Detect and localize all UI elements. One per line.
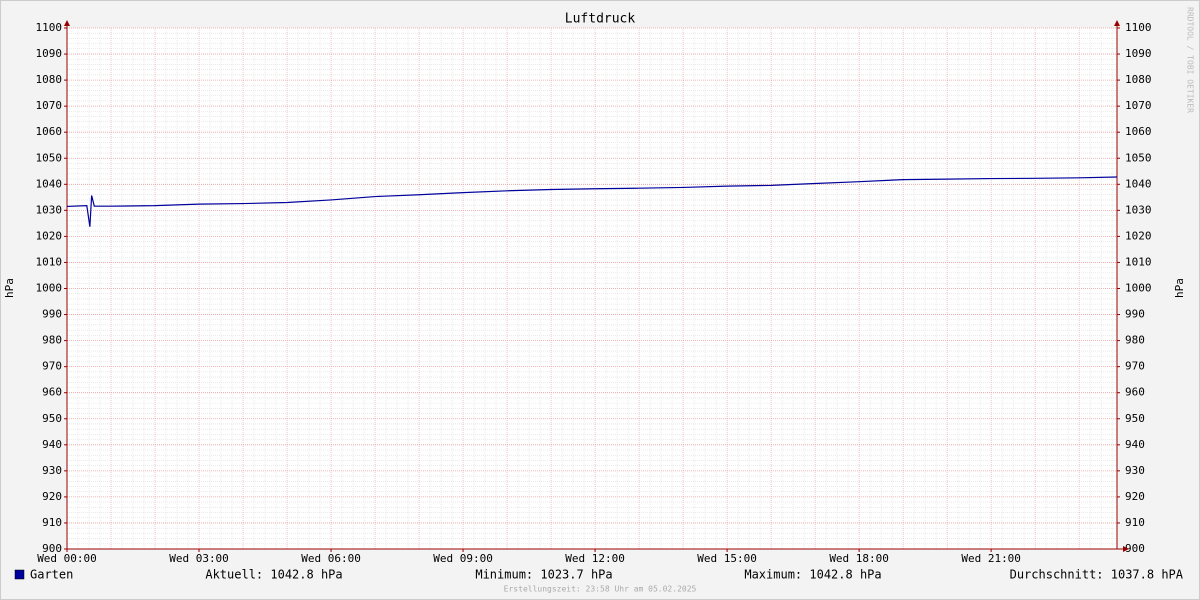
y-tick-label: 1000 (36, 282, 63, 295)
watermark: RRDTOOL / TOBI OETIKER (1186, 7, 1195, 113)
grid (66, 27, 1117, 550)
y2-tick-label: 1050 (1125, 151, 1152, 164)
y2-tick-label: 940 (1125, 438, 1145, 451)
y2-tick-label: 960 (1125, 386, 1145, 399)
x-tick-label: Wed 12:00 (565, 552, 625, 565)
x-tick-label: Wed 09:00 (433, 552, 493, 565)
y2-tick-label: 1040 (1125, 177, 1152, 190)
y-tick-label: 1070 (36, 99, 63, 112)
y-tick-label: 1100 (36, 21, 63, 34)
y-axis-label: hPa (3, 278, 16, 298)
y2-tick-label: 920 (1125, 490, 1145, 503)
y-tick-label: 1030 (36, 203, 63, 216)
y2-tick-label: 1090 (1125, 47, 1152, 60)
y2-tick-label: 1060 (1125, 125, 1152, 138)
legend-label: Garten (30, 568, 73, 582)
y-tick-label: 910 (42, 516, 62, 529)
stat: Aktuell: 1042.8 hPa (205, 568, 342, 582)
x-tick-label: Wed 06:00 (301, 552, 361, 565)
y2-tick-label: 1010 (1125, 255, 1152, 268)
y2-tick-label: 1080 (1125, 73, 1152, 86)
y2-tick-label: 930 (1125, 464, 1145, 477)
y-tick-label: 990 (42, 308, 62, 321)
x-tick-label: Wed 03:00 (169, 552, 229, 565)
y-tick-label: 980 (42, 334, 62, 347)
legend-swatch (14, 569, 25, 580)
y2-tick-label: 980 (1125, 334, 1145, 347)
y-tick-label: 920 (42, 490, 62, 503)
y-tick-label: 1040 (36, 177, 63, 190)
y-tick-label: 1090 (36, 47, 63, 60)
y2-tick-label: 910 (1125, 516, 1145, 529)
axis-arrow (64, 20, 70, 26)
x-tick-label: Wed 21:00 (961, 552, 1021, 565)
y-tick-label: 900 (42, 542, 62, 555)
y2-tick-label: 970 (1125, 360, 1145, 373)
y-tick-label: 960 (42, 386, 62, 399)
y2-axis-label: hPa (1173, 278, 1186, 298)
chart-title: Luftdruck (565, 12, 636, 27)
y-tick-label: 950 (42, 412, 62, 425)
stat: Maximum: 1042.8 hPa (744, 568, 881, 582)
y2-tick-label: 1070 (1125, 99, 1152, 112)
stat: Minimum: 1023.7 hPa (475, 568, 612, 582)
x-tick-label: Wed 15:00 (697, 552, 757, 565)
y2-tick-label: 900 (1125, 542, 1145, 555)
y-tick-label: 1060 (36, 125, 63, 138)
y-tick-label: 1010 (36, 255, 63, 268)
y-tick-label: 940 (42, 438, 62, 451)
footer: Erstellungszeit: 23:58 Uhr am 05.02.2025 (504, 585, 697, 594)
data-line (66, 176, 1118, 227)
y2-tick-label: 990 (1125, 308, 1145, 321)
x-tick-label: Wed 18:00 (829, 552, 889, 565)
y-tick-label: 1020 (36, 229, 63, 242)
x-tick-label: Wed 00:00 (37, 552, 97, 565)
y2-tick-label: 1100 (1125, 21, 1152, 34)
y-tick-label: 970 (42, 360, 62, 373)
y2-tick-label: 1020 (1125, 229, 1152, 242)
y2-tick-label: 1030 (1125, 203, 1152, 216)
axis-arrow (1114, 20, 1120, 26)
y-tick-label: 930 (42, 464, 62, 477)
y2-tick-label: 950 (1125, 412, 1145, 425)
stat: Durchschnitt: 1037.8 hPA (1010, 568, 1184, 582)
y-tick-label: 1080 (36, 73, 63, 86)
axis-arrow (1123, 546, 1129, 552)
y-tick-label: 1050 (36, 151, 63, 164)
y2-tick-label: 1000 (1125, 282, 1152, 295)
